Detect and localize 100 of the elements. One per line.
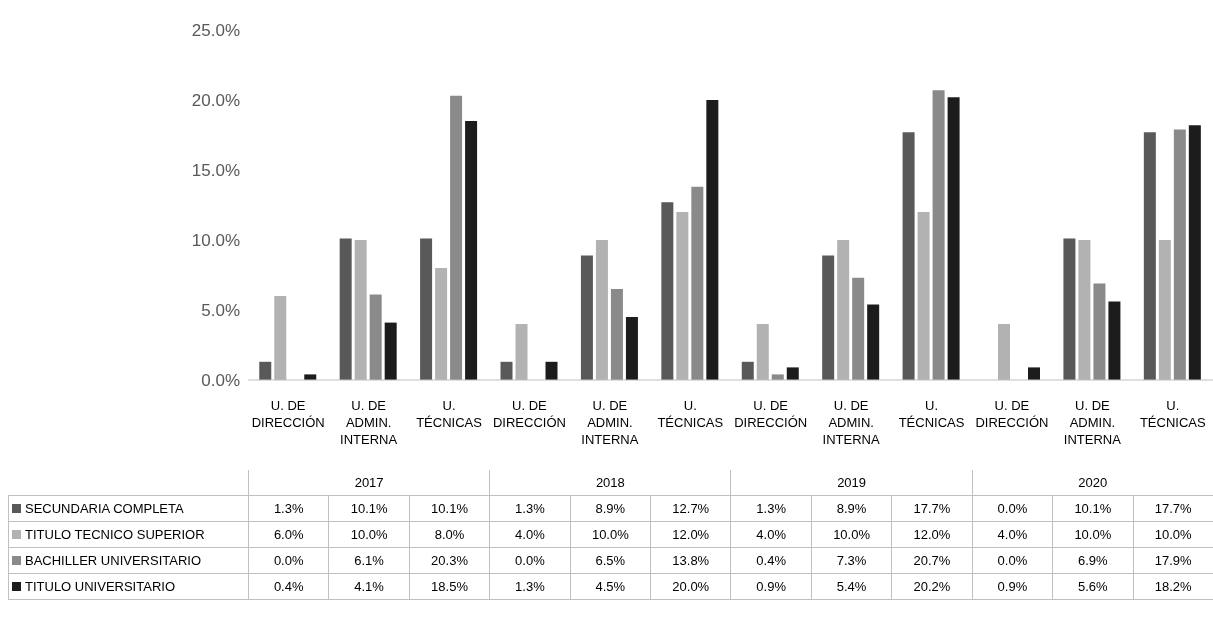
legend-label: BACHILLER UNIVERSITARIO xyxy=(8,547,249,574)
x-tick-label: U. DE DIRECCIÓN xyxy=(492,398,566,430)
x-tick-label: U. TÉCNICAS xyxy=(898,398,965,430)
data-label: 1.3% xyxy=(248,495,329,522)
data-label: 8.9% xyxy=(570,495,651,522)
data-label: 17.9% xyxy=(1133,547,1213,574)
bar xyxy=(450,95,463,380)
x-tick-label: U. DE ADMIN. INTERNA xyxy=(1063,398,1122,447)
bar xyxy=(932,90,945,380)
data-label: 8.0% xyxy=(409,521,490,548)
bar xyxy=(691,186,704,380)
data-label: 10.1% xyxy=(409,495,490,522)
data-label: 0.4% xyxy=(248,573,329,600)
bar xyxy=(837,240,850,380)
bar xyxy=(947,97,960,380)
bar xyxy=(580,255,593,380)
bar xyxy=(1063,238,1076,380)
bar xyxy=(500,361,513,380)
data-label: 0.0% xyxy=(248,547,329,574)
data-label: 20.7% xyxy=(891,547,973,574)
data-label: 18.5% xyxy=(409,573,490,600)
data-label: 1.3% xyxy=(489,573,571,600)
bar xyxy=(852,277,865,380)
data-label: 8.9% xyxy=(811,495,892,522)
bar xyxy=(1143,132,1156,380)
data-label: 20.2% xyxy=(891,573,973,600)
text: 2017 xyxy=(248,470,490,496)
bar xyxy=(259,361,272,380)
bar xyxy=(902,132,915,380)
bar xyxy=(465,121,478,380)
bar xyxy=(369,294,382,380)
y-tick-label: 10.0% xyxy=(191,231,240,251)
bar xyxy=(741,361,754,380)
bar xyxy=(661,202,674,380)
data-label: 12.0% xyxy=(891,521,973,548)
bar xyxy=(786,367,799,380)
x-tick-label: U. DE DIRECCIÓN xyxy=(251,398,325,430)
data-label: 18.2% xyxy=(1133,573,1213,600)
bar xyxy=(515,324,528,380)
bar xyxy=(354,240,367,380)
data-label: 6.5% xyxy=(570,547,651,574)
text: 2018 xyxy=(489,470,731,496)
x-tick-label: U. TÉCNICAS xyxy=(416,398,483,430)
data-label: 10.1% xyxy=(328,495,410,522)
data-label: 20.3% xyxy=(409,547,490,574)
text: 2019 xyxy=(730,470,973,496)
data-label: 0.0% xyxy=(489,547,571,574)
data-label: 10.0% xyxy=(328,521,410,548)
x-tick-label: U. DE DIRECCIÓN xyxy=(734,398,808,430)
bar xyxy=(1173,129,1186,380)
x-tick-label: U. DE DIRECCIÓN xyxy=(975,398,1049,430)
data-label: 10.0% xyxy=(1133,521,1213,548)
y-tick-label: 20.0% xyxy=(191,91,240,111)
bar xyxy=(339,238,352,380)
data-label: 0.0% xyxy=(972,495,1053,522)
bar xyxy=(595,240,608,380)
bar xyxy=(1108,301,1121,380)
bar xyxy=(610,289,623,380)
legend-label: SECUNDARIA COMPLETA xyxy=(8,495,249,522)
data-label: 17.7% xyxy=(891,495,973,522)
bar xyxy=(1028,367,1041,380)
data-label: 13.8% xyxy=(650,547,731,574)
bar xyxy=(998,324,1011,380)
bar xyxy=(384,322,397,380)
data-label: 5.4% xyxy=(811,573,892,600)
bar xyxy=(917,212,930,380)
data-label: 12.7% xyxy=(650,495,731,522)
data-label: 7.3% xyxy=(811,547,892,574)
data-label: 17.7% xyxy=(1133,495,1213,522)
data-label: 4.0% xyxy=(489,521,571,548)
data-label: 10.0% xyxy=(570,521,651,548)
x-tick-label: U. TÉCNICAS xyxy=(1139,398,1206,430)
y-tick-label: 25.0% xyxy=(191,21,240,41)
bar xyxy=(1093,283,1106,380)
data-label: 4.1% xyxy=(328,573,410,600)
data-label: 1.3% xyxy=(730,495,812,522)
data-label: 4.0% xyxy=(972,521,1053,548)
data-label: 6.0% xyxy=(248,521,329,548)
data-label: 12.0% xyxy=(650,521,731,548)
y-tick-label: 15.0% xyxy=(191,161,240,181)
data-label: 4.5% xyxy=(570,573,651,600)
bar xyxy=(1078,240,1091,380)
legend-label: TITULO UNIVERSITARIO xyxy=(8,573,249,600)
bar xyxy=(771,374,784,380)
legend-label: TITULO TECNICO SUPERIOR xyxy=(8,521,249,548)
data-label: 0.9% xyxy=(730,573,812,600)
bar xyxy=(1188,125,1201,380)
data-label: 0.9% xyxy=(972,573,1053,600)
data-label: 4.0% xyxy=(730,521,812,548)
data-label: 6.9% xyxy=(1052,547,1134,574)
bar xyxy=(435,268,448,380)
data-label: 1.3% xyxy=(489,495,571,522)
data-label: 10.0% xyxy=(1052,521,1134,548)
y-tick-label: 0.0% xyxy=(201,371,240,391)
data-label: 6.1% xyxy=(328,547,410,574)
data-label: 10.0% xyxy=(811,521,892,548)
bar xyxy=(756,324,769,380)
data-label: 20.0% xyxy=(650,573,731,600)
bar xyxy=(822,255,835,380)
y-tick-label: 5.0% xyxy=(201,301,240,321)
